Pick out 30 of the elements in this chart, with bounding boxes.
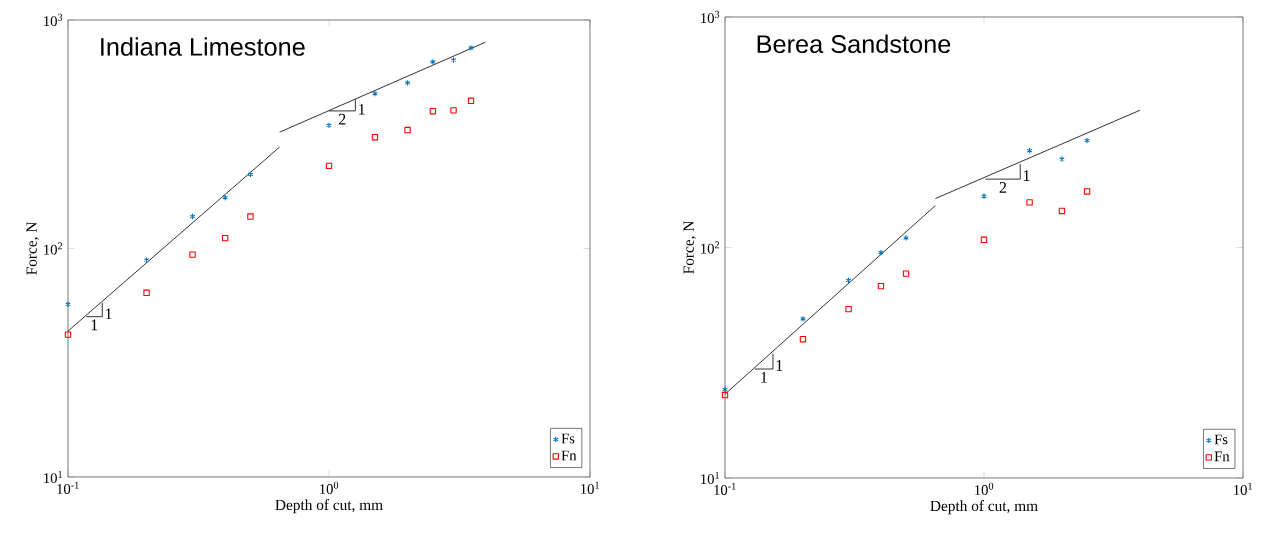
y-axis-title: Force, N <box>683 221 697 274</box>
annotation: 1 <box>776 360 783 371</box>
y-axis-title: Force, N <box>26 222 40 275</box>
x-tick-label: 10$^{0}$ <box>975 482 994 495</box>
annotation: 1 <box>105 308 112 320</box>
annotation: 1 <box>91 319 98 331</box>
y-tick-label: 10$^{3}$ <box>701 10 720 24</box>
text: Berea Sandstone <box>757 34 951 54</box>
x-tick-label: 10$^{1}$ <box>581 481 599 494</box>
y-tick-label: 10$^{1}$ <box>44 470 63 484</box>
annotation: 1 <box>359 103 365 115</box>
x-axis-title: Depth of cut, mm <box>275 499 383 514</box>
annotation: 2 <box>999 182 1007 193</box>
x-axis-title: Depth of cut, mm <box>930 500 1038 515</box>
legend-label: Fs <box>561 433 575 444</box>
x-tick-label: 10$^{-1}$ <box>714 482 736 495</box>
legend-label: Fs <box>1214 434 1228 445</box>
x-tick-label: 10$^{1}$ <box>1234 482 1252 495</box>
x-tick-label: 10$^{-1}$ <box>57 481 79 494</box>
annotation: 2 <box>338 113 346 125</box>
y-tick-label: 10$^{1}$ <box>701 471 720 485</box>
y-tick-label: 10$^{3}$ <box>44 13 63 27</box>
annotation: 1 <box>761 371 767 383</box>
y-tick-label: 10$^{2}$ <box>44 242 63 255</box>
legend-label: Fn <box>561 450 577 461</box>
y-tick-label: 10$^{2}$ <box>701 241 720 254</box>
annotation: 1 <box>1023 170 1030 181</box>
text: Indiana Limestone <box>101 37 305 56</box>
legend-label: Fn <box>1214 451 1230 462</box>
x-tick-label: 10$^{0}$ <box>320 481 339 494</box>
